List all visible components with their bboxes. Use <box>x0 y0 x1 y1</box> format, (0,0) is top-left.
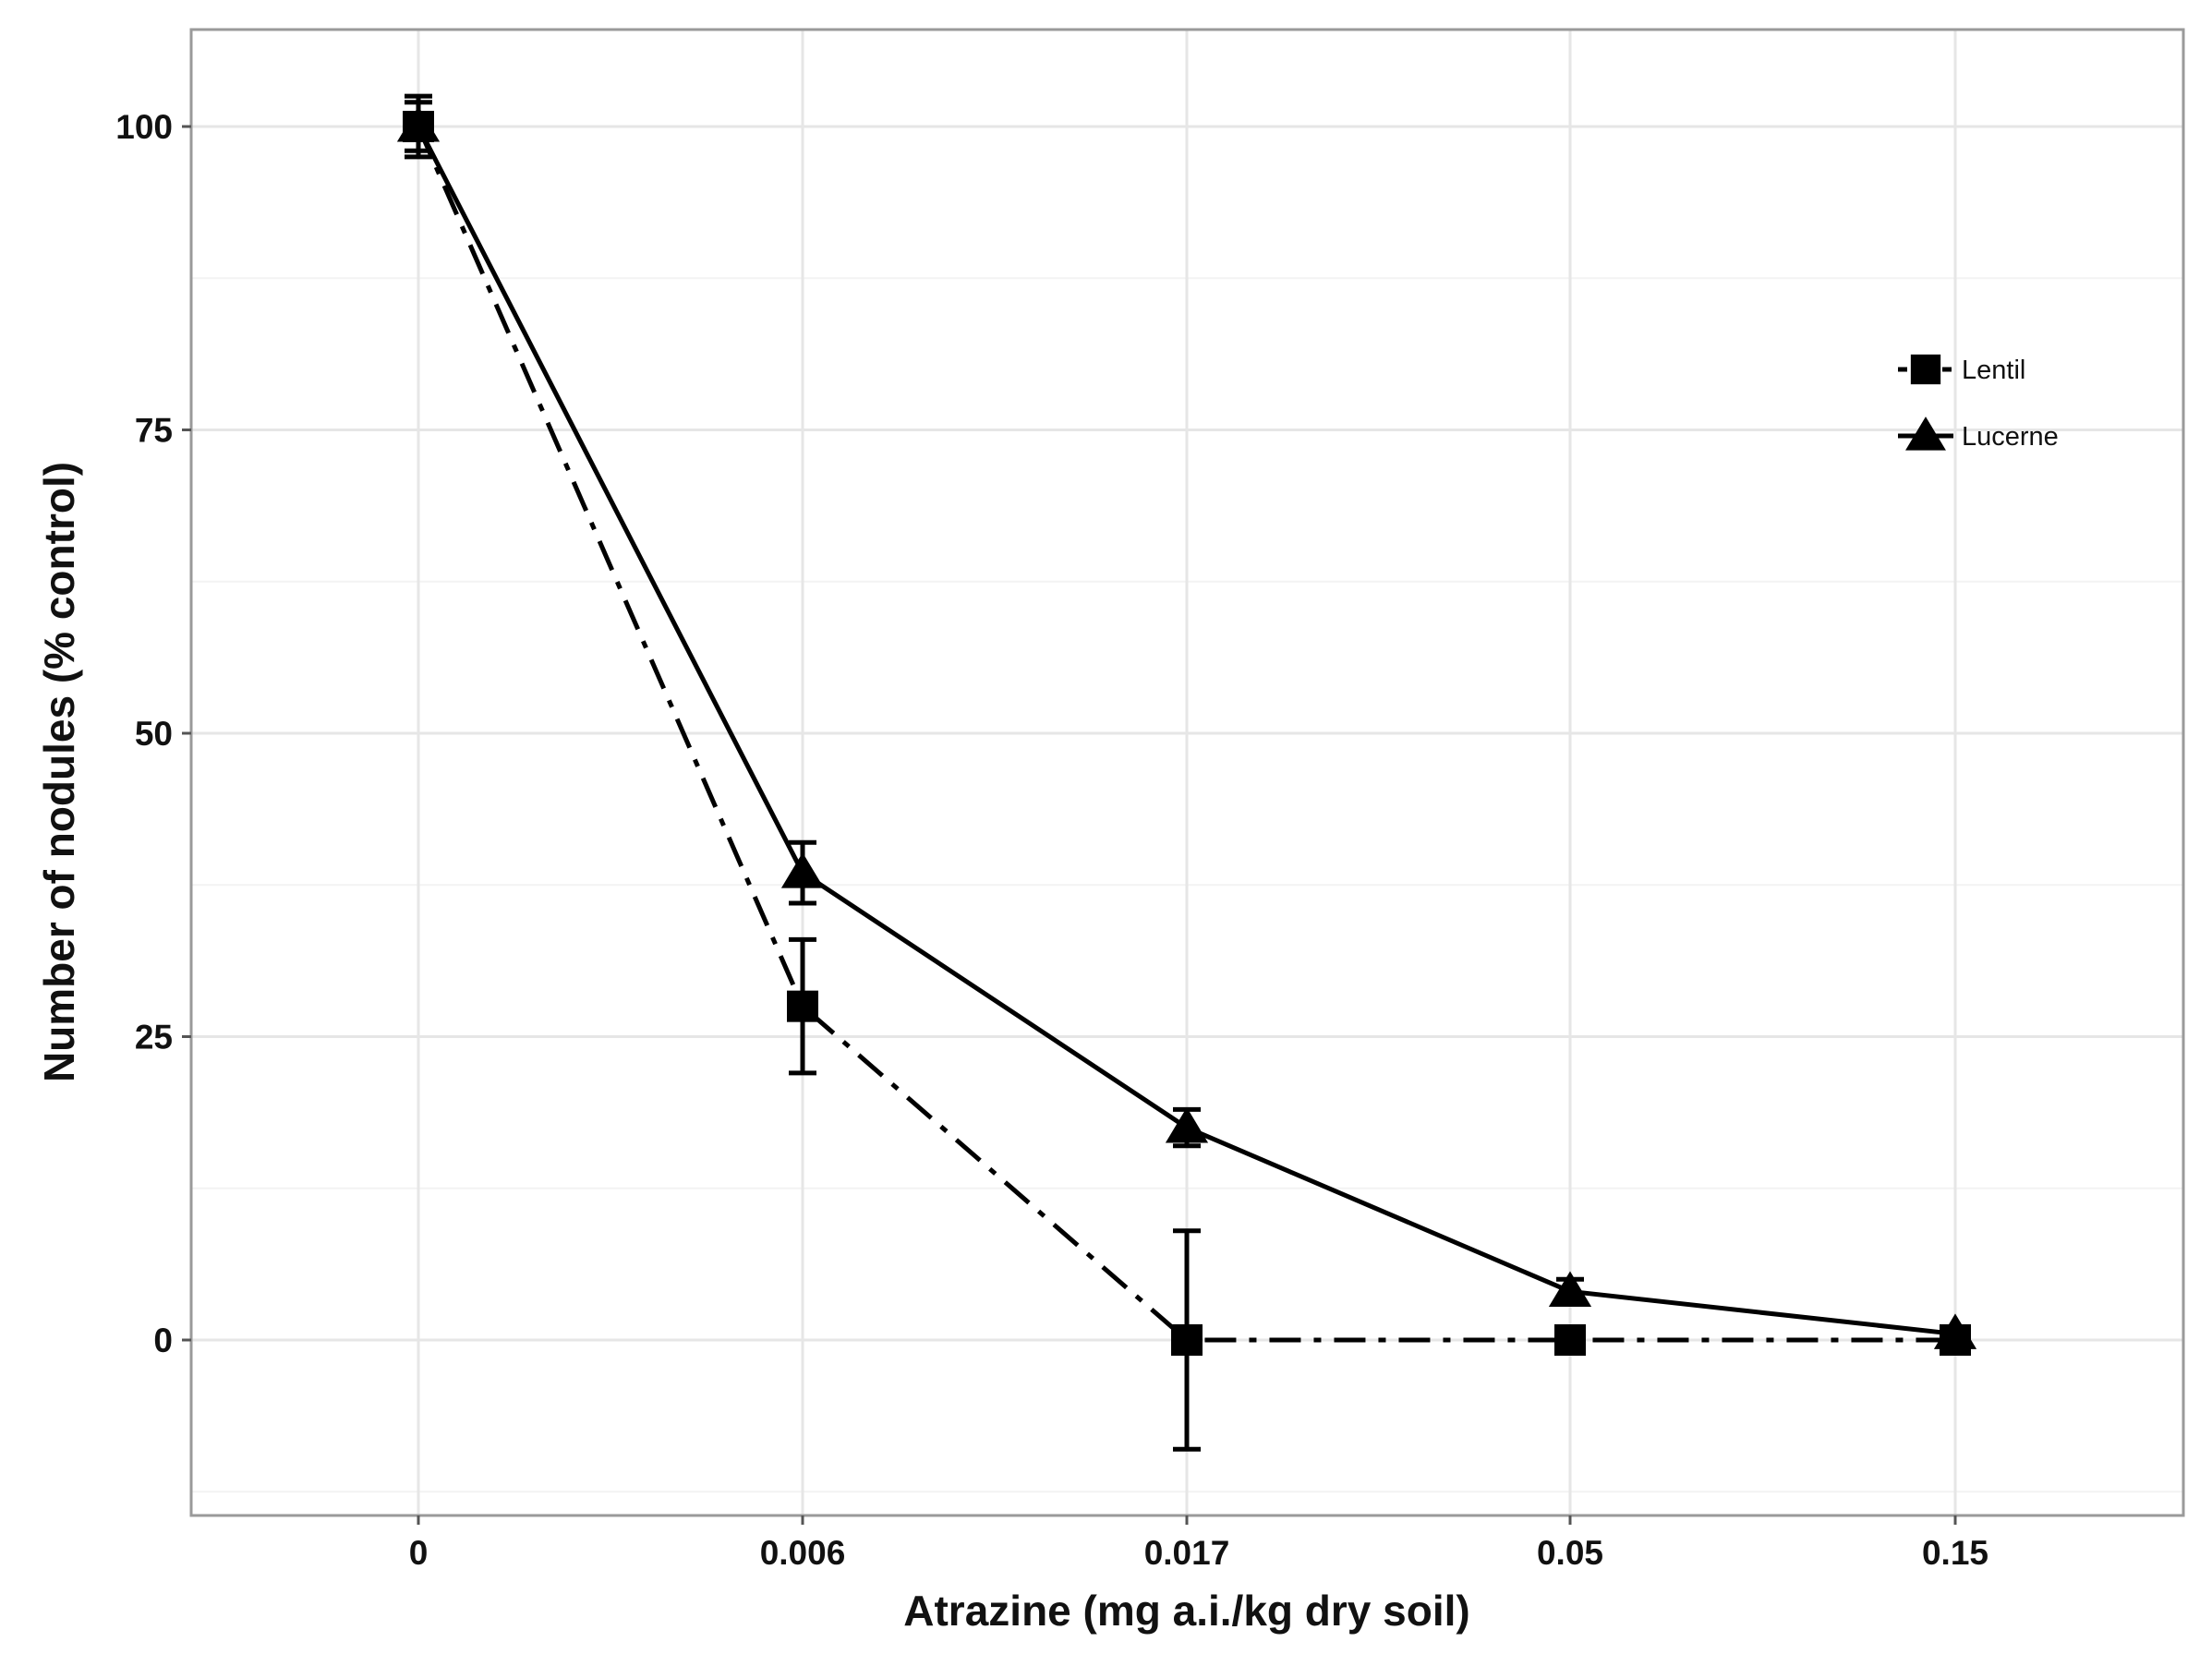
legend-item-lentil: Lentil <box>1898 354 2025 385</box>
legend-label: Lentil <box>1962 356 2025 385</box>
y-tick-label: 25 <box>135 1019 173 1056</box>
lucerne-triangle-marker <box>1933 1313 1977 1349</box>
y-tick-label: 75 <box>135 412 173 450</box>
lentil-square-marker <box>787 990 818 1022</box>
lentil-square-marker <box>1171 1324 1203 1356</box>
legend-label: Lucerne <box>1962 422 2059 452</box>
x-axis-title: Atrazine (mg a.i./kg dry soil) <box>903 1587 1469 1635</box>
lucerne-triangle-marker <box>780 852 825 888</box>
lucerne-triangle-marker <box>1905 416 1946 451</box>
lucerne-triangle-marker <box>396 106 441 142</box>
x-tick-label: 0.017 <box>1144 1534 1230 1572</box>
y-axis-title: Number of nodules (% control) <box>35 462 83 1082</box>
lucerne-triangle-marker <box>1548 1271 1592 1307</box>
tick-labels: 0 25 50 75 100 0 0.006 0.017 0.05 0.15 <box>115 108 1988 1572</box>
x-tick-label: 0.05 <box>1537 1534 1603 1572</box>
lentil-square-marker <box>1554 1324 1586 1356</box>
x-tick-label: 0.006 <box>760 1534 846 1572</box>
y-tick-label: 50 <box>135 715 173 753</box>
lucerne-triangle-marker <box>1165 1107 1209 1143</box>
legend: Lentil Lucerne <box>1898 354 2059 452</box>
series-layer <box>396 93 1977 1452</box>
x-tick-label: 0.15 <box>1922 1534 1988 1572</box>
y-tick-label: 100 <box>115 108 173 146</box>
lentil-square-marker <box>1910 354 1941 385</box>
x-tick-label: 0 <box>409 1534 429 1572</box>
legend-item-lucerne: Lucerne <box>1898 416 2059 452</box>
y-tick-label: 0 <box>153 1322 173 1359</box>
series-lucerne <box>396 93 1977 1349</box>
